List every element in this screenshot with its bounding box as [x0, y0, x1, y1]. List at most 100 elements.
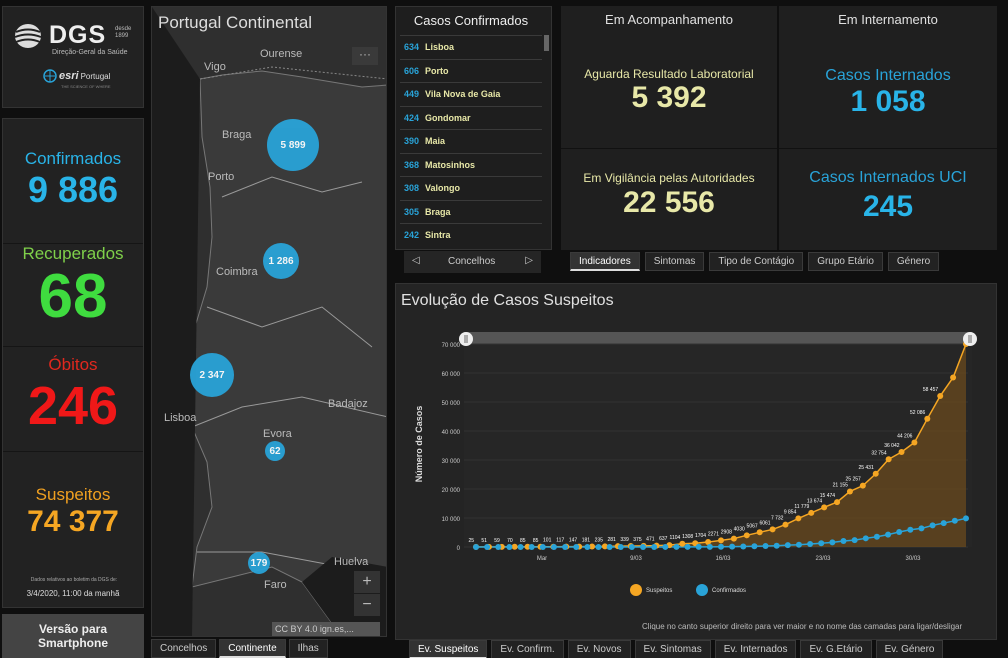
confirmados-point	[473, 544, 479, 550]
range-slider-track	[464, 332, 972, 344]
tab-ev-getario[interactable]: Ev. G.Etário	[800, 640, 872, 658]
data-label: 25 257	[846, 477, 862, 483]
data-label: 25	[468, 538, 474, 544]
suspeitos-point	[718, 537, 724, 544]
data-label: 44 206	[897, 433, 913, 439]
suspected-value: 74 377	[27, 505, 119, 538]
smartphone-version-button[interactable]: Versão para Smartphone	[2, 614, 144, 658]
list-item[interactable]: 368 Matosinhos	[400, 153, 542, 175]
map-bubble-lisboa[interactable]: 2 347	[190, 353, 234, 397]
tab-ev-novos[interactable]: Ev. Novos	[567, 640, 631, 658]
tab-sintomas[interactable]: Sintomas	[644, 252, 705, 271]
tab-genero[interactable]: Género	[887, 252, 940, 271]
map-bubble-evora[interactable]: 62	[265, 441, 285, 461]
list-item[interactable]: 305 Braga	[400, 200, 542, 222]
tab-ev-suspeitos[interactable]: Ev. Suspeitos	[409, 640, 488, 658]
place-label: Braga	[222, 129, 252, 141]
list-item[interactable]: 242 Sintra	[400, 223, 542, 245]
zoom-out-button[interactable]: −	[354, 594, 380, 616]
prev-page-icon[interactable]: ◁	[412, 255, 420, 266]
tab-ev-genero[interactable]: Ev. Género	[875, 640, 944, 658]
list-item[interactable]: 424 Gondomar	[400, 106, 542, 128]
range-handle[interactable]	[459, 332, 473, 346]
confirmados-point	[528, 544, 535, 550]
dgs-logo-panel: DGS desde 1899 Direção-Geral da Saúde es…	[2, 6, 144, 108]
confirmados-point	[662, 543, 669, 550]
tab-ev-sintomas[interactable]: Ev. Sintomas	[634, 640, 711, 658]
map-menu-button[interactable]: ···	[352, 47, 378, 65]
confirmados-point	[495, 544, 502, 550]
pager-label: Concelhos	[448, 256, 496, 267]
y-tick-label: 0	[457, 546, 461, 552]
tab-ilhas[interactable]: Ilhas	[288, 639, 328, 658]
tab-ev-internados[interactable]: Ev. Internados	[714, 640, 797, 658]
suspeitos-point	[730, 535, 737, 542]
data-label: 13 674	[807, 498, 823, 504]
map-tabs: Concelhos Continente Ilhas	[151, 639, 387, 658]
suspeitos-point	[769, 526, 776, 533]
suspected-stat: Suspeitos 74 377	[3, 485, 143, 539]
confirmados-point	[517, 544, 524, 550]
suspeitos-point	[937, 392, 944, 399]
zoom-in-button[interactable]: +	[354, 571, 380, 593]
place-label: Evora	[263, 428, 292, 440]
next-page-icon[interactable]: ▷	[525, 255, 533, 266]
acompanhamento-panel: Em Acompanhamento Aguarda Resultado Labo…	[561, 6, 777, 250]
suspeitos-point	[834, 499, 841, 506]
confirmados-point	[673, 543, 680, 550]
deaths-stat: Óbitos 246	[3, 355, 143, 437]
confirmed-value: 9 886	[27, 169, 119, 210]
data-label: 11 779	[794, 504, 809, 510]
tab-grupo-etario[interactable]: Grupo Etário	[808, 252, 883, 271]
x-tick-label: 23/03	[815, 556, 831, 562]
data-label: 25 431	[858, 465, 874, 471]
tab-ev-confirm[interactable]: Ev. Confirm.	[491, 640, 564, 658]
tab-indicadores[interactable]: Indicadores	[570, 252, 640, 271]
data-label: 637	[659, 536, 668, 542]
list-item[interactable]: 390 Maia	[400, 129, 542, 151]
divider	[779, 148, 997, 149]
suspeitos-point	[705, 539, 712, 546]
tab-concelhos[interactable]: Concelhos	[151, 639, 217, 658]
list-item-count: 449	[404, 89, 420, 99]
suspeitos-point	[821, 504, 828, 511]
map-title: Portugal Continental	[158, 13, 313, 32]
data-label: 85	[533, 538, 539, 544]
suspected-evolution-chart[interactable]: 0 10 000 20 000 30 000 40 000 50 000 60 000 70 …	[396, 284, 998, 641]
list-item-count: 242	[404, 230, 420, 240]
x-tick-label: 16/03	[715, 556, 731, 562]
data-label: 1308	[682, 534, 693, 540]
map-bubble-coimbra[interactable]: 1 286	[263, 243, 299, 279]
suspeitos-point	[795, 515, 802, 522]
confirmados-point	[918, 525, 925, 532]
map-panel[interactable]: Portugal Continental ··· Vigo Ourense Br…	[151, 6, 387, 637]
list-scrollbar[interactable]	[544, 35, 549, 51]
esri-logo: esri Portugal	[43, 69, 110, 83]
x-tick-label: 9/03	[630, 556, 642, 562]
list-item-name: Vila Nova de Gaia	[425, 89, 501, 99]
range-handle[interactable]	[963, 332, 977, 346]
confirmados-point	[740, 543, 747, 550]
list-item-count: 424	[404, 113, 420, 123]
suspeitos-point	[601, 543, 608, 550]
y-axis-label: Número de Casos	[414, 406, 424, 483]
confirmados-point	[706, 543, 713, 550]
y-tick-label: 60 000	[442, 372, 461, 378]
confirmados-point	[539, 544, 546, 550]
list-item[interactable]: 634 Lisboa	[400, 35, 542, 57]
suspeitos-point	[872, 470, 879, 477]
tab-continente[interactable]: Continente	[219, 639, 286, 658]
bulletin-note: Dados relativos ao boletim da DGS de:	[30, 577, 118, 583]
tab-tipo-contagio[interactable]: Tipo de Contágio	[709, 252, 804, 271]
suspected-evolution-chart-panel: 0 10 000 20 000 30 000 40 000 50 000 60 000 70 …	[395, 283, 997, 640]
map-bubble-braga-porto[interactable]: 5 899	[267, 119, 319, 171]
map-attribution[interactable]: CC BY 4.0 ign.es,...	[272, 622, 380, 636]
list-item[interactable]: 308 Valongo	[400, 176, 542, 198]
smartphone-line2: Smartphone	[37, 636, 108, 650]
confirmados-point	[584, 544, 591, 550]
list-item[interactable]: 606 Porto	[400, 59, 542, 81]
legend-swatch-suspeitos	[630, 584, 642, 596]
list-item[interactable]: 449 Vila Nova de Gaia	[400, 82, 542, 104]
map-bubble-faro[interactable]: 179	[248, 552, 270, 574]
map-canvas[interactable]	[152, 7, 387, 637]
